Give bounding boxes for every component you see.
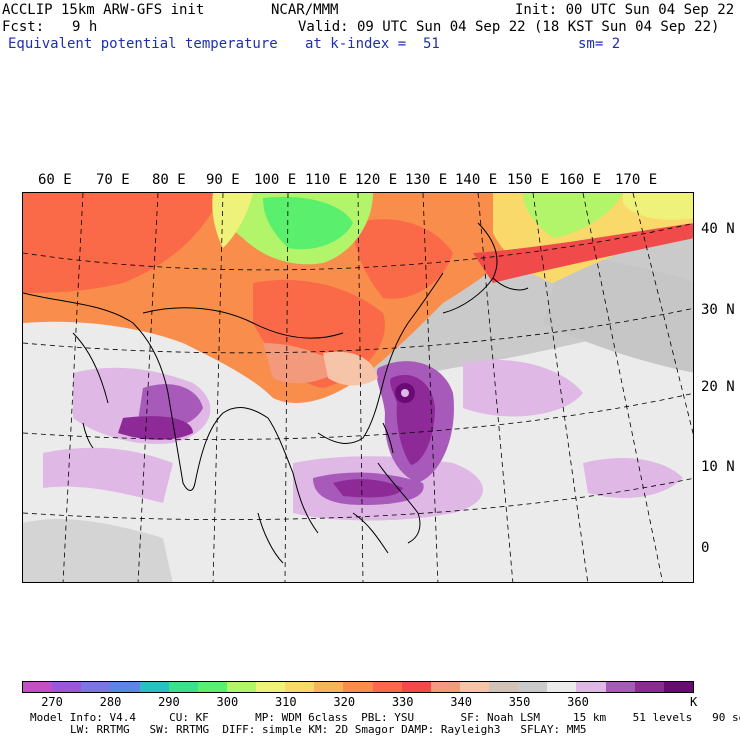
colorbar-swatch: [226, 682, 256, 692]
theta-e-map: [22, 192, 694, 583]
lon-label: 160 E: [559, 172, 602, 188]
colorbar-tick-label: 360: [567, 695, 589, 709]
colorbar-swatch: [372, 682, 402, 692]
colorbar-swatch: [256, 682, 286, 692]
colorbar-tick-label: 290: [158, 695, 180, 709]
colorbar-tick-label: 280: [99, 695, 122, 709]
lat-label: 30 N: [701, 302, 735, 318]
colorbar-swatch: [430, 682, 460, 692]
colorbar-swatch: [52, 682, 82, 692]
smoothing-label: sm= 2: [578, 36, 621, 52]
colorbar-swatch: [576, 682, 606, 692]
colorbar-swatch: [605, 682, 635, 692]
colorbar: [22, 681, 694, 693]
colorbar-swatch: [547, 682, 577, 692]
forecast-hour: 9 h: [72, 19, 98, 35]
lon-label: 140 E: [455, 172, 498, 188]
level-index: at k-index = 51: [305, 36, 440, 52]
colorbar-swatch: [401, 682, 431, 692]
forecast-label: Fcst:: [2, 19, 45, 35]
colorbar-swatch: [663, 682, 693, 692]
lon-label: 80 E: [152, 172, 186, 188]
lat-label: 40 N: [701, 221, 735, 237]
colorbar-swatch: [23, 682, 53, 692]
valid-time: Valid: 09 UTC Sun 04 Sep 22 (18 KST Sun …: [298, 19, 720, 35]
colorbar-tick-label: K: [690, 695, 698, 709]
coastlines: [23, 222, 529, 564]
colorbar-tick-label: 330: [391, 695, 414, 709]
org-label: NCAR/MMM: [271, 2, 339, 18]
lon-label: 70 E: [96, 172, 130, 188]
colorbar-tick-label: 320: [333, 695, 356, 709]
model-info-line1: Model Info: V4.4 CU: KF MP: WDM 6class P…: [30, 711, 740, 724]
model-info-line2: LW: RRTMG SW: RRTMG DIFF: simple KM: 2D …: [70, 723, 587, 736]
colorbar-swatch: [518, 682, 548, 692]
lon-label: 120 E: [355, 172, 398, 188]
colorbar-swatch: [110, 682, 140, 692]
init-time: Init: 00 UTC Sun 04 Sep 22: [515, 2, 735, 18]
colorbar-tick-label: 340: [450, 695, 472, 709]
lon-label: 150 E: [507, 172, 550, 188]
lon-label: 170 E: [615, 172, 658, 188]
lon-label: 60 E: [38, 172, 72, 188]
colorbar-swatch: [168, 682, 198, 692]
lon-label: 130 E: [405, 172, 448, 188]
typhoon-eye: [401, 389, 409, 397]
colorbar-swatch: [139, 682, 169, 692]
lon-label: 90 E: [206, 172, 240, 188]
lat-label: 20 N: [701, 379, 735, 395]
colorbar-swatch: [343, 682, 373, 692]
colorbar-swatch: [459, 682, 489, 692]
colorbar-tick-label: 300: [216, 695, 239, 709]
tropical-field: [23, 283, 693, 582]
colorbar-tick-label: 270: [41, 695, 63, 709]
lon-label: 110 E: [305, 172, 348, 188]
colorbar-swatch: [634, 682, 664, 692]
lat-label: 10 N: [701, 459, 735, 475]
colorbar-swatch: [285, 682, 315, 692]
colorbar-swatch: [314, 682, 344, 692]
colorbar-swatch: [489, 682, 519, 692]
colorbar-swatch: [81, 682, 111, 692]
colorbar-swatch: [197, 682, 227, 692]
colorbar-tick-label: 310: [274, 695, 297, 709]
lat-label: 0: [701, 540, 710, 556]
model-title: ACCLIP 15km ARW-GFS init: [2, 2, 205, 18]
graticule: [23, 193, 693, 582]
colorbar-tick-label: 350: [508, 695, 531, 709]
lon-label: 100 E: [254, 172, 297, 188]
field-name: Equivalent potential temperature: [8, 36, 278, 52]
